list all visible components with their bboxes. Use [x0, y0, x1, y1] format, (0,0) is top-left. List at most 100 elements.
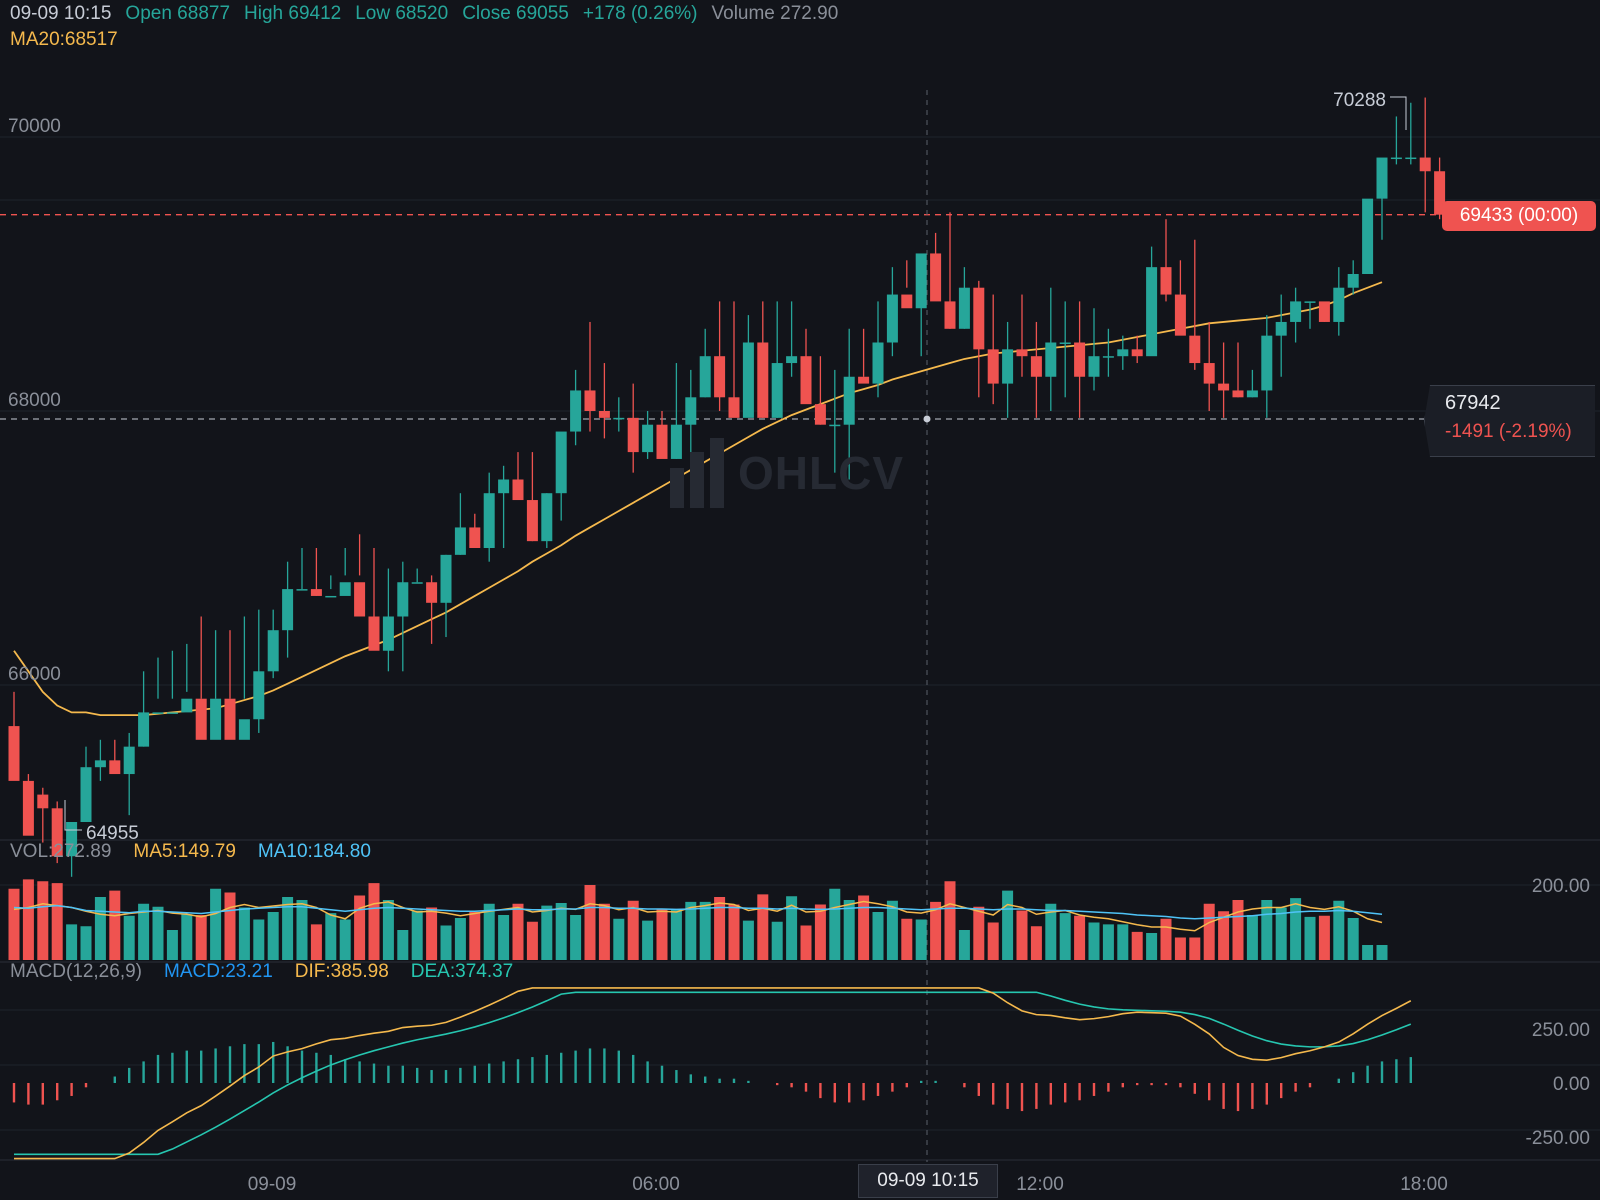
volume-bar	[51, 883, 63, 960]
candle-body	[454, 527, 466, 555]
candle-body	[1419, 157, 1431, 172]
candle	[1405, 102, 1417, 165]
time-tick-label: 18:00	[1400, 1174, 1448, 1195]
candle-body	[555, 431, 567, 494]
header-high: High 69412	[244, 3, 342, 24]
candle	[1160, 219, 1172, 302]
candle	[728, 301, 740, 418]
candle	[1074, 301, 1086, 418]
candle	[886, 267, 898, 357]
candle-body	[656, 424, 668, 459]
candle	[1045, 287, 1057, 411]
candle-body	[1174, 294, 1186, 336]
volume-bar	[728, 904, 740, 960]
candle	[339, 548, 351, 596]
candle	[483, 472, 495, 562]
candle-body	[1362, 198, 1374, 274]
candle-body	[469, 527, 481, 548]
volume-bar	[584, 885, 596, 960]
candle	[267, 609, 279, 679]
volume-bar	[411, 910, 423, 960]
candle	[973, 280, 985, 398]
price-tick-label: 70000	[8, 116, 61, 137]
crosshair-change: -1491 (-2.19%)	[1445, 421, 1572, 442]
candle	[22, 774, 34, 836]
candle	[1088, 308, 1100, 391]
volume-bar	[1016, 910, 1028, 960]
volume-bar	[152, 906, 164, 960]
volume-bar	[354, 895, 366, 960]
candle-body	[642, 424, 654, 453]
volume-bar	[483, 903, 495, 960]
candle	[1016, 294, 1028, 377]
candle-body	[512, 479, 524, 501]
header-volume: Volume 272.90	[711, 3, 839, 24]
candle-body	[152, 712, 164, 714]
candle	[1304, 301, 1316, 329]
candle-body	[541, 493, 553, 542]
min-price-label: 64955	[86, 823, 139, 844]
candle-body	[1390, 157, 1402, 160]
crosshair-price-box	[1424, 385, 1595, 457]
volume-bar	[498, 915, 510, 960]
macd-dif: DIF:385.98	[294, 961, 389, 982]
candle-body	[1016, 349, 1028, 357]
vol-ma5: MA5:149.79	[133, 841, 236, 862]
candle-body	[685, 397, 697, 425]
candle	[570, 369, 582, 446]
candle-body	[109, 760, 121, 775]
candle	[814, 356, 826, 425]
candles	[8, 97, 1446, 877]
volume-bar	[814, 904, 826, 960]
time-tick-label: 12:00	[1016, 1174, 1064, 1195]
candle	[1102, 328, 1114, 377]
volume-bar	[1117, 924, 1129, 960]
candle-body	[224, 698, 236, 740]
volume-bar	[541, 905, 553, 960]
candle-body	[1304, 301, 1316, 303]
candle	[123, 732, 135, 816]
candle-body	[51, 808, 63, 857]
volume-bar	[138, 903, 150, 960]
macd-tick-label: 0.00	[1553, 1074, 1590, 1095]
candle	[80, 746, 92, 822]
macd-tick-label: 250.00	[1532, 1020, 1590, 1041]
volume-bar	[512, 903, 524, 960]
candle	[454, 493, 466, 555]
volume-bar	[1174, 937, 1186, 960]
volume-bar	[1189, 937, 1201, 960]
volume-bar	[670, 909, 682, 960]
crosshair-price: 67942	[1445, 392, 1501, 414]
volume-bar	[166, 930, 178, 960]
candle	[670, 363, 682, 459]
candle	[714, 301, 726, 411]
volume-bar	[1290, 898, 1302, 960]
candle-body	[411, 582, 423, 584]
candle-body	[1002, 349, 1014, 384]
candle-body	[699, 356, 711, 398]
candle	[843, 328, 855, 480]
volume-bar	[598, 903, 610, 960]
candle-body	[1102, 356, 1114, 358]
candle	[757, 301, 769, 418]
candle-body	[1290, 301, 1302, 322]
volume-bar	[642, 920, 654, 960]
candle	[685, 369, 697, 466]
volume-bar	[454, 918, 466, 960]
candle	[800, 328, 812, 405]
candle	[152, 657, 164, 714]
candle	[584, 321, 596, 432]
volume-bar	[296, 900, 308, 960]
macd-dif-line	[14, 987, 1412, 1160]
volume-bar	[1362, 945, 1374, 960]
volume-bars	[8, 879, 1388, 960]
candle	[1189, 239, 1201, 370]
candle	[368, 548, 380, 651]
candle	[37, 787, 49, 843]
volume-bar	[944, 881, 956, 960]
candle-body	[296, 589, 308, 591]
volume-bar	[1203, 903, 1215, 960]
candle	[1059, 301, 1071, 398]
candle	[109, 739, 121, 775]
